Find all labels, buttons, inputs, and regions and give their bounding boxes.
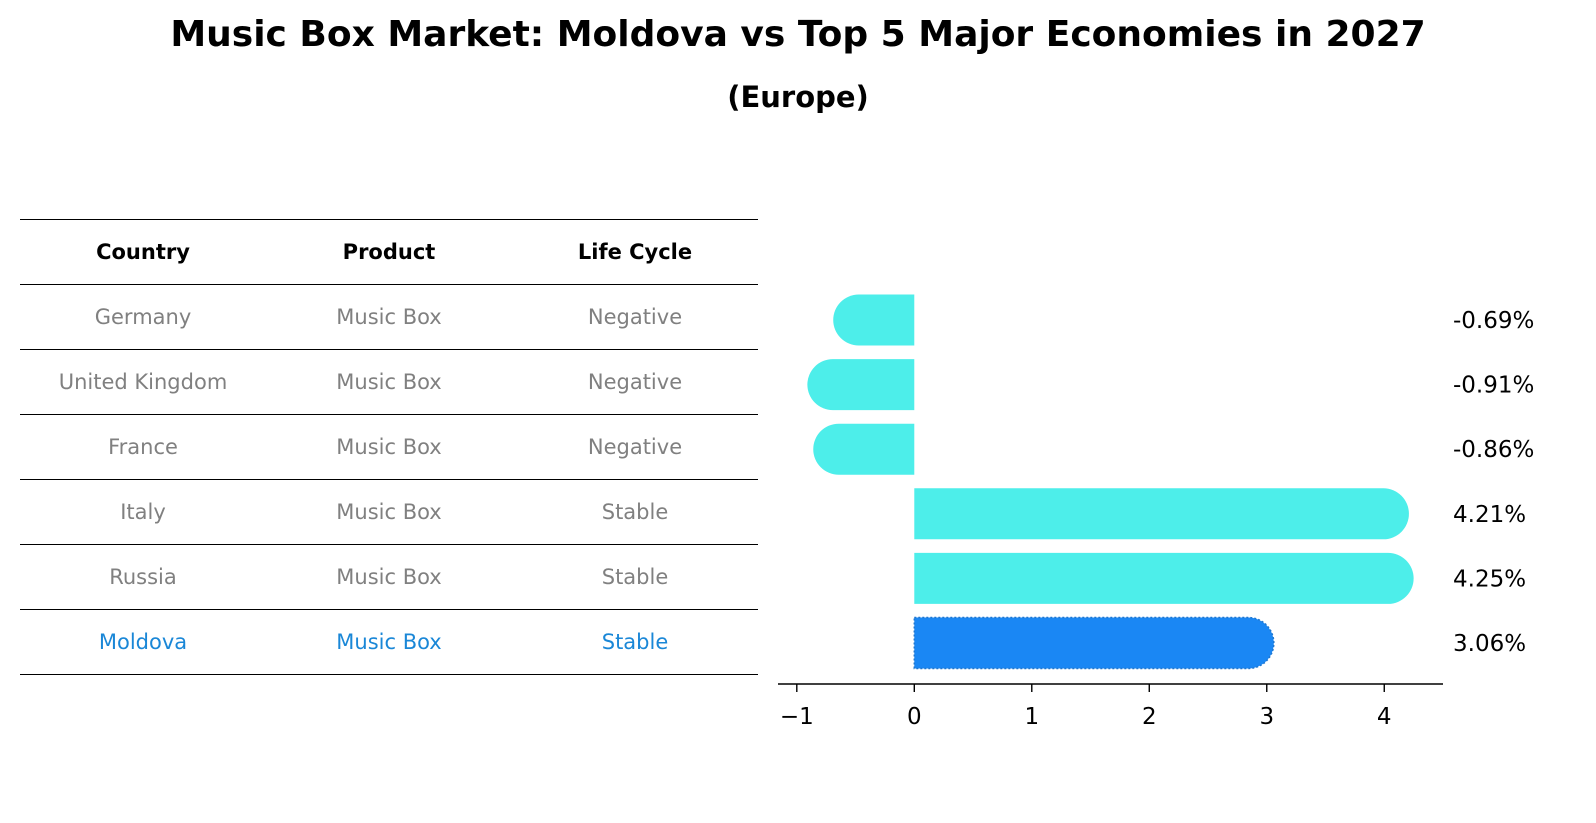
cell-product: Music Box	[266, 284, 512, 350]
bar-moldova	[913, 616, 1275, 670]
table-row: Italy Music Box Stable	[20, 479, 758, 545]
bar-germany	[833, 294, 915, 346]
table-row: France Music Box Negative	[20, 414, 758, 480]
x-tick-label: 2	[1142, 704, 1157, 730]
cell-country: Moldova	[20, 609, 266, 675]
cell-product: Music Box	[266, 544, 512, 610]
cell-life-cycle: Negative	[512, 284, 758, 350]
cell-life-cycle: Stable	[512, 609, 758, 675]
cell-country: Italy	[20, 479, 266, 545]
x-tick-label: 3	[1259, 704, 1274, 730]
cell-product: Music Box	[266, 349, 512, 415]
cell-product: Music Box	[266, 609, 512, 675]
bar-italy	[914, 488, 1409, 540]
cell-country: Germany	[20, 284, 266, 350]
header-country: Country	[20, 219, 266, 285]
table-row: United Kingdom Music Box Negative	[20, 349, 758, 415]
chart-subtitle: (Europe)	[727, 80, 869, 114]
data-label: 4.25%	[1453, 566, 1526, 592]
cell-life-cycle: Stable	[512, 544, 758, 610]
bar-united-kingdom	[807, 359, 915, 411]
table-row: Russia Music Box Stable	[20, 544, 758, 610]
table-row-highlight: Moldova Music Box Stable	[20, 609, 758, 675]
cell-life-cycle: Stable	[512, 479, 758, 545]
header-product: Product	[266, 219, 512, 285]
x-tick-label: 4	[1377, 704, 1392, 730]
table-row: Germany Music Box Negative	[20, 284, 758, 350]
bar-russia	[914, 552, 1414, 604]
x-tick-label: 1	[1024, 704, 1039, 730]
cell-life-cycle: Negative	[512, 414, 758, 480]
info-table: Country Product Life Cycle Germany Music…	[20, 219, 758, 675]
bar-france	[813, 423, 915, 475]
data-label: 4.21%	[1453, 502, 1526, 528]
cell-product: Music Box	[266, 479, 512, 545]
cell-life-cycle: Negative	[512, 349, 758, 415]
cell-product: Music Box	[266, 414, 512, 480]
header-life-cycle: Life Cycle	[512, 219, 758, 285]
chart-title: Music Box Market: Moldova vs Top 5 Major…	[170, 14, 1426, 55]
cell-country: France	[20, 414, 266, 480]
cell-country: Russia	[20, 544, 266, 610]
data-label: -0.69%	[1453, 308, 1534, 334]
data-label: 3.06%	[1453, 631, 1526, 657]
table-header-row: Country Product Life Cycle	[20, 219, 758, 285]
cell-country: United Kingdom	[20, 349, 266, 415]
data-label: -0.86%	[1453, 437, 1534, 463]
x-tick-label: 0	[907, 704, 922, 730]
data-label: -0.91%	[1453, 373, 1534, 399]
x-tick-label: −1	[780, 704, 814, 730]
